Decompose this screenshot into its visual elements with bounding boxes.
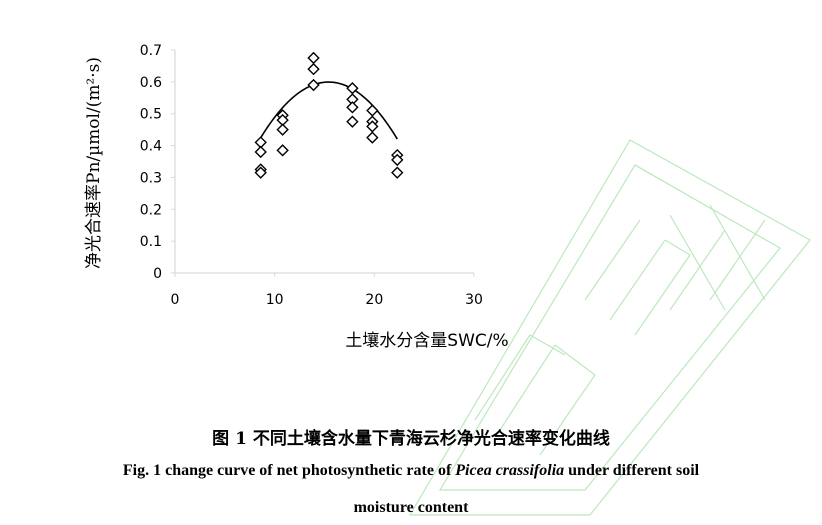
chart-axes (171, 49, 475, 277)
x-tick-label: 30 (465, 292, 483, 308)
y-axis-label: 净光合速率Pn/µmol/(m²·s) (84, 57, 104, 269)
data-point-21 (391, 166, 404, 179)
y-tick-label: 0.1 (140, 234, 162, 250)
data-point-18 (366, 131, 379, 144)
x-tick-label: 20 (365, 292, 383, 308)
data-point-8 (307, 51, 320, 65)
caption-species-name: Picea crassifolia (455, 462, 565, 479)
y-tick-label: 0.3 (140, 170, 162, 186)
data-point-10 (307, 78, 320, 92)
caption-english-line-2: moisture content (353, 499, 469, 516)
data-point-15 (366, 104, 379, 117)
data-point-14 (346, 115, 359, 128)
y-tick-label: 0.7 (140, 43, 162, 59)
caption-english-part-1: Fig. 1 change curve of net photosyntheti… (122, 462, 456, 479)
data-point-13 (346, 101, 359, 114)
data-point-1 (254, 145, 267, 159)
data-point-9 (307, 62, 320, 76)
data-point-3 (254, 166, 267, 179)
caption-english-part-2: under different soil (564, 462, 700, 479)
x-axis-label: 土壤水分含量SWC/% (345, 330, 508, 351)
caption-english-line-1: Fig. 1 change curve of net photosyntheti… (0, 462, 822, 480)
x-tick-label: 10 (266, 292, 284, 308)
y-tick-label: 0 (153, 266, 162, 282)
data-points (254, 51, 404, 179)
x-tick-label: 0 (171, 292, 180, 308)
caption-chinese: 图 1 不同土壤含水量下青海云杉净光合速率变化曲线 (212, 429, 610, 449)
data-point-20 (391, 153, 404, 167)
y-tick-label: 0.4 (140, 139, 162, 155)
y-tick-label: 0.2 (140, 202, 162, 218)
data-point-6 (276, 123, 289, 136)
data-point-7 (276, 144, 289, 157)
y-tick-label: 0.6 (140, 75, 162, 91)
y-tick-label: 0.5 (140, 107, 162, 123)
